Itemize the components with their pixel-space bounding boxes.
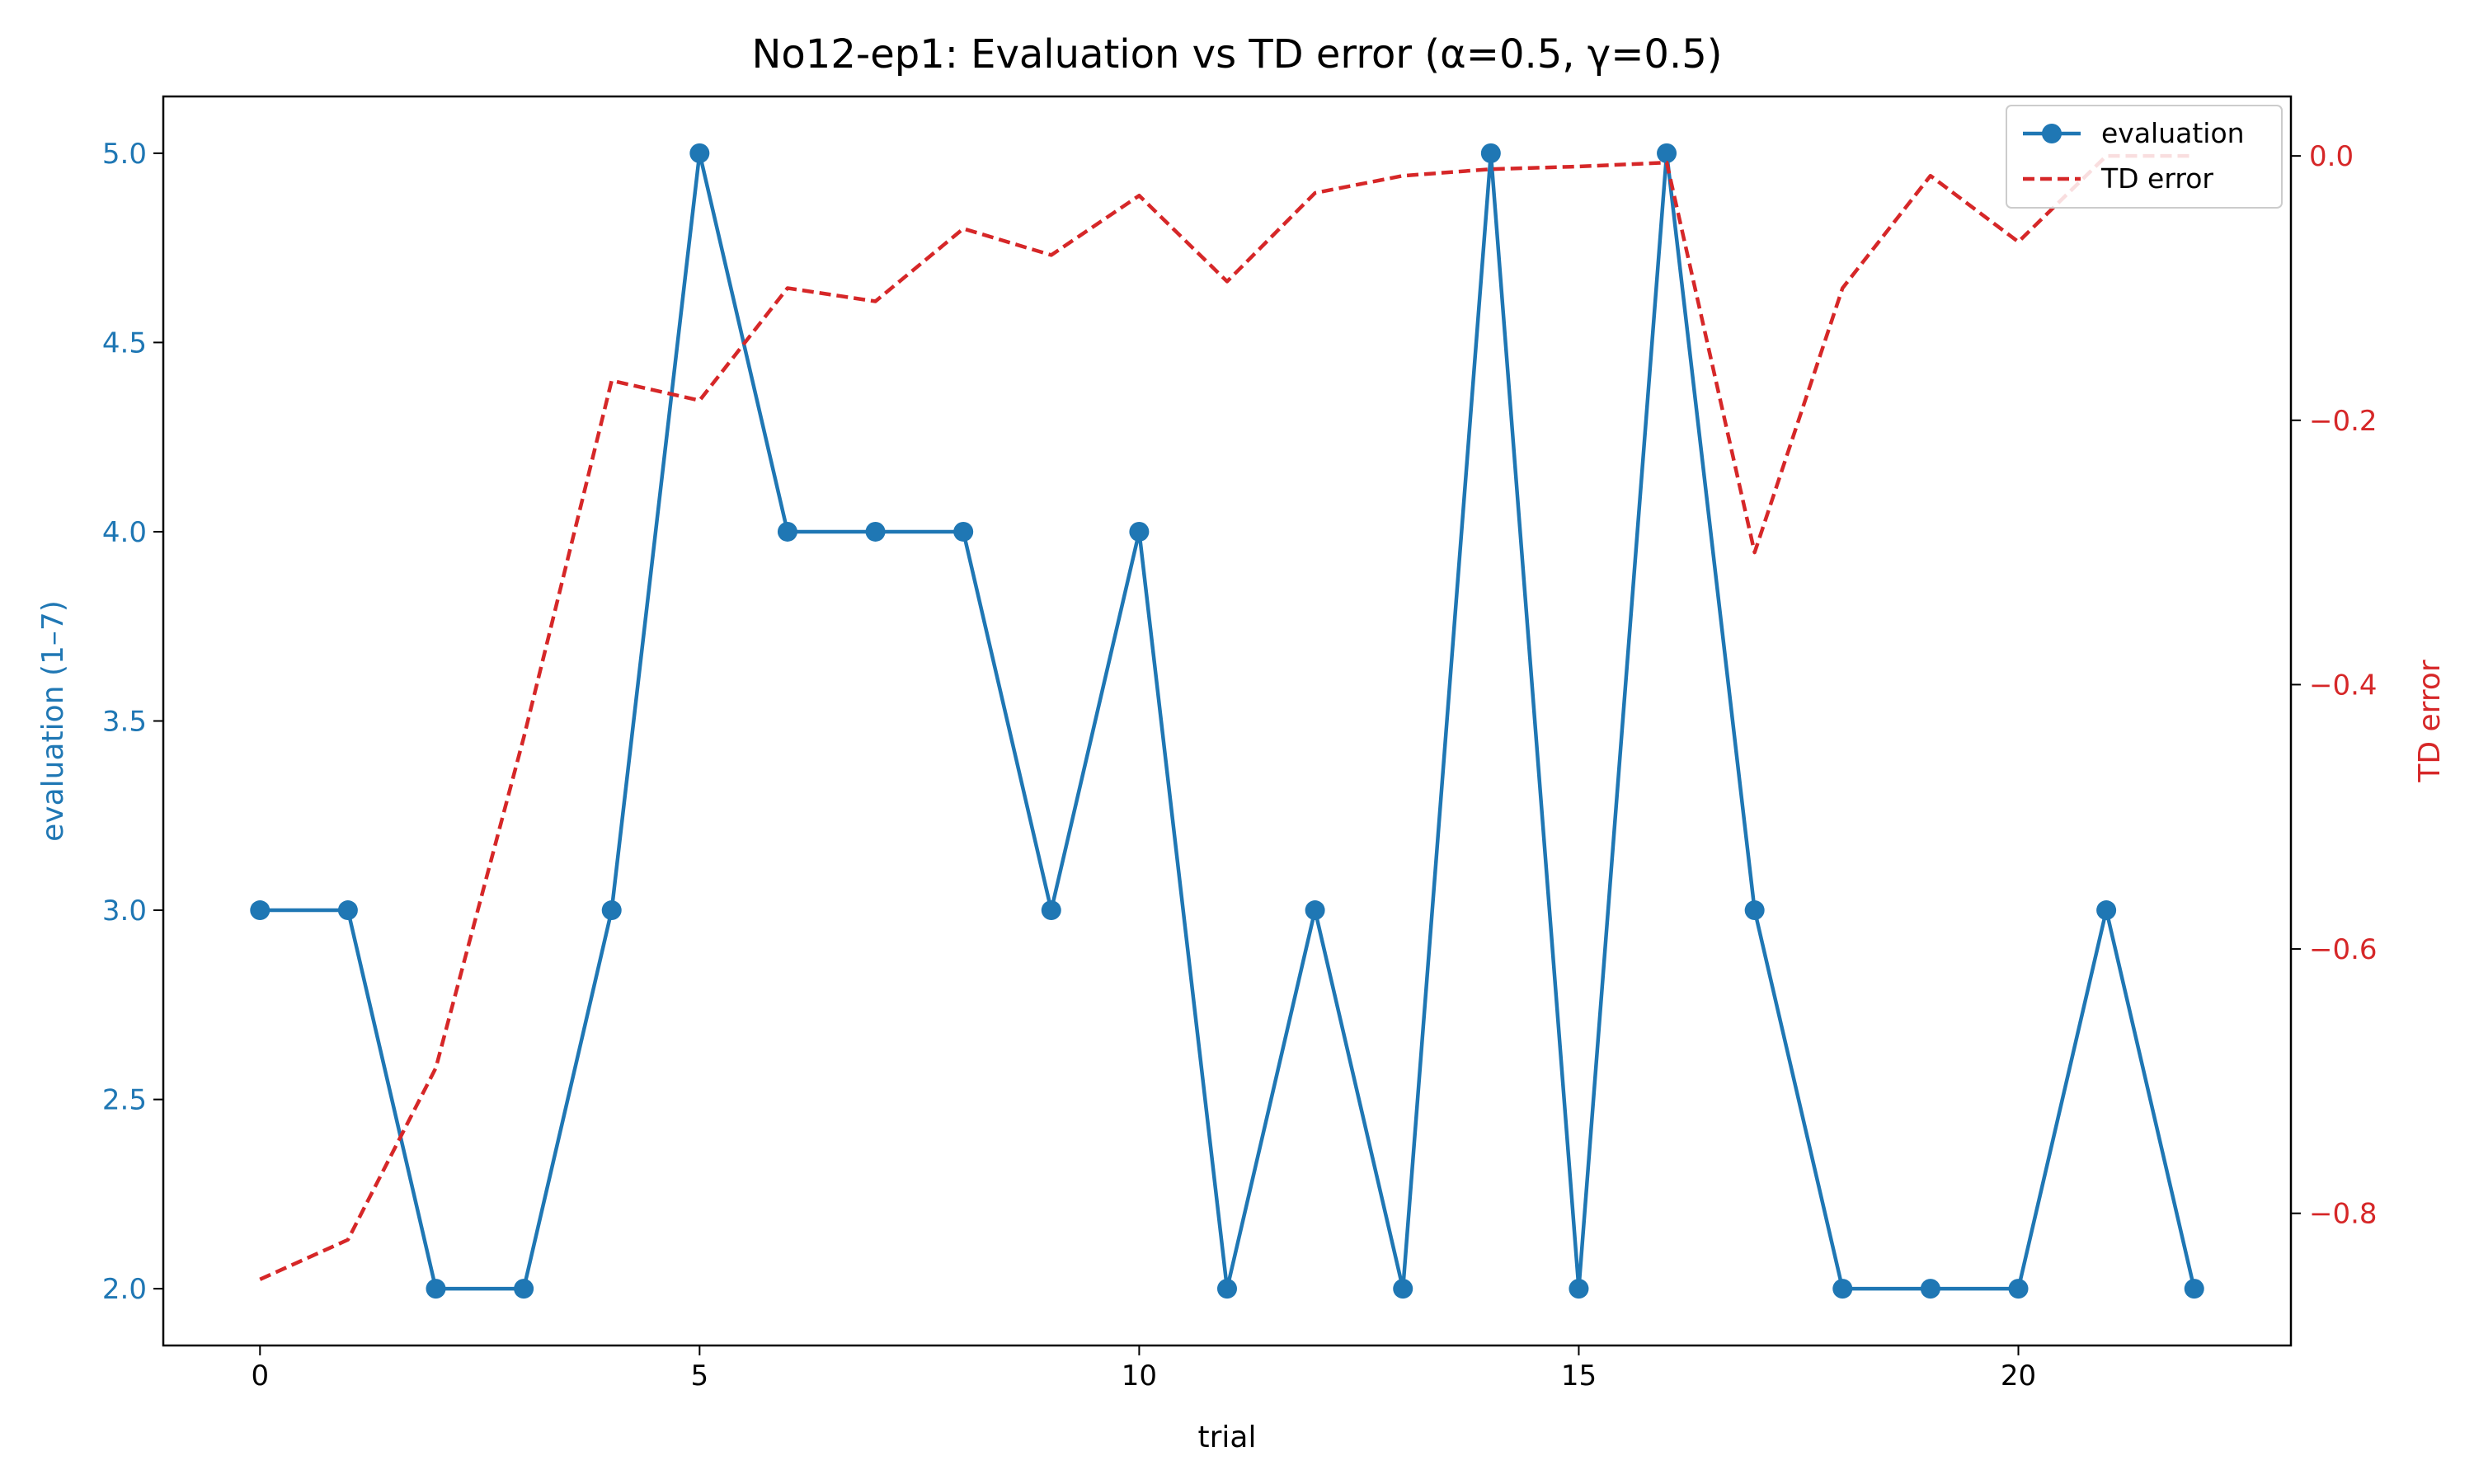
legend-box <box>2006 105 2283 209</box>
data-point <box>1657 143 1677 163</box>
y-tick-label: 3.5 <box>102 706 147 739</box>
y2-tick-label: −0.6 <box>2309 933 2378 966</box>
axes: 0 5 10 15 20 2.0 2.5 3.0 3.5 4.0 4.5 5.0 0.0 −0.2 −0.4… <box>102 138 2378 1392</box>
data-point <box>1393 1279 1413 1299</box>
y-tick-label: 3.0 <box>102 895 147 928</box>
y2-tick-label: −0.8 <box>2309 1198 2378 1231</box>
y-axis-label: evaluation (1–7) <box>36 600 70 842</box>
data-point <box>426 1279 446 1299</box>
x-tick-label: 10 <box>1122 1360 1157 1392</box>
series-line-evaluation <box>260 151 2196 1291</box>
x-tick-label: 15 <box>1561 1360 1597 1392</box>
series-line-td-error <box>259 153 2194 1281</box>
data-point <box>250 900 270 921</box>
y-tick-label: 2.5 <box>102 1084 147 1117</box>
data-point <box>2008 1279 2029 1299</box>
data-point <box>1217 1279 1237 1299</box>
data-point <box>337 900 358 921</box>
legend: evaluation TD error <box>2006 105 2283 209</box>
data-point <box>514 1279 534 1299</box>
plot-frame <box>162 95 2293 1347</box>
data-point <box>689 143 710 163</box>
y-tick-label: 5.0 <box>102 138 147 171</box>
y-tick-label: 2.0 <box>102 1273 147 1306</box>
y2-tick-label: 0.0 <box>2309 140 2354 173</box>
data-point <box>1041 900 1061 921</box>
data-point <box>1129 521 1150 542</box>
data-point <box>865 521 886 542</box>
legend-marker <box>2042 124 2062 143</box>
data-point <box>1832 1279 1853 1299</box>
data-point <box>2096 900 2117 921</box>
data-point <box>953 521 974 542</box>
data-point <box>1305 900 1325 921</box>
x-tick-label: 20 <box>2001 1360 2036 1392</box>
data-point <box>1480 143 1501 163</box>
data-point <box>1569 1279 1589 1299</box>
legend-label: evaluation <box>2101 117 2245 149</box>
y-tick-label: 4.5 <box>102 326 147 359</box>
legend-label: TD error <box>2100 162 2213 195</box>
chart-title: No12-ep1: Evaluation vs TD error (α=0.5,… <box>752 31 1723 77</box>
x-axis-label: trial <box>1198 1421 1257 1454</box>
data-point <box>601 900 622 921</box>
data-point <box>1744 900 1765 921</box>
data-point <box>2184 1279 2204 1299</box>
data-point <box>777 521 797 542</box>
y2-tick-label: −0.2 <box>2309 405 2378 438</box>
data-point <box>1920 1279 1940 1299</box>
x-tick-label: 0 <box>251 1360 269 1392</box>
plot-area <box>250 143 2204 1299</box>
y-tick-label: 4.0 <box>102 516 147 549</box>
x-tick-label: 5 <box>691 1360 709 1392</box>
y2-axis-label: TD error <box>2413 660 2447 783</box>
y2-tick-label: −0.4 <box>2309 669 2378 702</box>
